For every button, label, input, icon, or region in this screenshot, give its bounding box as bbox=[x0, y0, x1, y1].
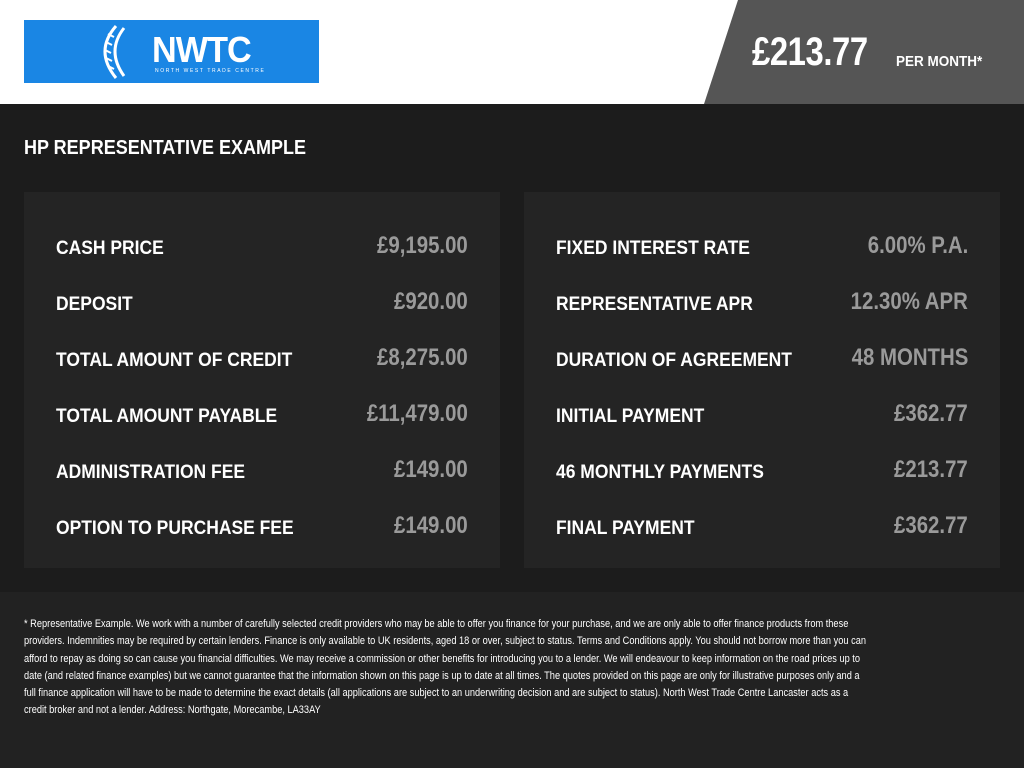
row-apr: REPRESENTATIVE APR 12.30% APR bbox=[556, 286, 968, 316]
row-admin-fee: ADMINISTRATION FEE £149.00 bbox=[56, 454, 468, 484]
header: NWTC NORTH WEST TRADE CENTRE £213.77 PER… bbox=[0, 0, 1024, 104]
row-deposit: DEPOSIT £920.00 bbox=[56, 286, 468, 316]
row-value: £362.77 bbox=[894, 400, 968, 427]
logo-subtext: NORTH WEST TRADE CENTRE bbox=[155, 68, 266, 74]
footer bbox=[0, 592, 1024, 768]
disclaimer-line: date (and related finance examples) but … bbox=[24, 669, 860, 682]
disclaimer-line: providers. Indemnities may be required b… bbox=[24, 635, 866, 648]
page-title: HP REPRESENTATIVE EXAMPLE bbox=[24, 137, 307, 159]
row-interest-rate: FIXED INTEREST RATE 6.00% P.A. bbox=[556, 230, 968, 260]
row-value: £8,275.00 bbox=[377, 344, 468, 371]
row-initial-payment: INITIAL PAYMENT £362.77 bbox=[556, 398, 968, 428]
disclaimer-line: full finance application will have to be… bbox=[24, 687, 849, 700]
row-label: FIXED INTEREST RATE bbox=[556, 238, 750, 259]
disclaimer: * Representative Example. We work with a… bbox=[24, 616, 1024, 720]
row-label: DEPOSIT bbox=[56, 294, 133, 315]
row-value: 6.00% P.A. bbox=[867, 232, 968, 259]
price-panel bbox=[704, 0, 1024, 104]
row-label: TOTAL AMOUNT OF CREDIT bbox=[56, 350, 293, 371]
row-label: DURATION OF AGREEMENT bbox=[556, 350, 792, 371]
row-label: INITIAL PAYMENT bbox=[556, 406, 705, 427]
monthly-price: £213.77 bbox=[752, 30, 868, 74]
row-label: 46 MONTHLY PAYMENTS bbox=[556, 462, 764, 483]
row-option-fee: OPTION TO PURCHASE FEE £149.00 bbox=[56, 510, 468, 540]
row-duration: DURATION OF AGREEMENT 48 MONTHS bbox=[556, 342, 968, 372]
row-value: 12.30% APR bbox=[850, 288, 968, 315]
row-value: £149.00 bbox=[394, 456, 468, 483]
row-cash-price: CASH PRICE £9,195.00 bbox=[56, 230, 468, 260]
finance-panel-right: FIXED INTEREST RATE 6.00% P.A. REPRESENTA… bbox=[524, 192, 1000, 568]
disclaimer-line: afford to repay as doing so can cause yo… bbox=[24, 652, 861, 665]
row-label: OPTION TO PURCHASE FEE bbox=[56, 518, 294, 539]
row-value: 48 MONTHS bbox=[851, 344, 968, 371]
row-value: £9,195.00 bbox=[377, 232, 468, 259]
row-label: FINAL PAYMENT bbox=[556, 518, 695, 539]
row-value: £11,479.00 bbox=[367, 400, 468, 427]
disclaimer-line: credit broker and not a lender. Address:… bbox=[24, 704, 321, 717]
per-month-label: PER MONTH* bbox=[896, 53, 983, 70]
row-value: £149.00 bbox=[394, 512, 468, 539]
row-total-credit: TOTAL AMOUNT OF CREDIT £8,275.00 bbox=[56, 342, 468, 372]
logo-text: NWTC bbox=[152, 29, 252, 70]
disclaimer-line: * Representative Example. We work with a… bbox=[24, 618, 849, 630]
row-label: TOTAL AMOUNT PAYABLE bbox=[56, 406, 278, 427]
row-label: ADMINISTRATION FEE bbox=[56, 462, 246, 483]
finance-panel-left: CASH PRICE £9,195.00 DEPOSIT £920.00 TOTAL… bbox=[24, 192, 500, 568]
row-value: £362.77 bbox=[894, 512, 968, 539]
row-total-payable: TOTAL AMOUNT PAYABLE £11,479.00 bbox=[56, 398, 468, 428]
row-label: REPRESENTATIVE APR bbox=[556, 294, 753, 315]
row-value: £213.77 bbox=[894, 456, 968, 483]
row-monthly-payments: 46 MONTHLY PAYMENTS £213.77 bbox=[556, 454, 968, 484]
row-label: CASH PRICE bbox=[56, 238, 164, 259]
nwtc-logo[interactable]: NWTC NORTH WEST TRADE CENTRE bbox=[24, 20, 319, 83]
row-value: £920.00 bbox=[394, 288, 468, 315]
tyre-icon bbox=[103, 25, 126, 79]
row-final-payment: FINAL PAYMENT £362.77 bbox=[556, 510, 968, 540]
